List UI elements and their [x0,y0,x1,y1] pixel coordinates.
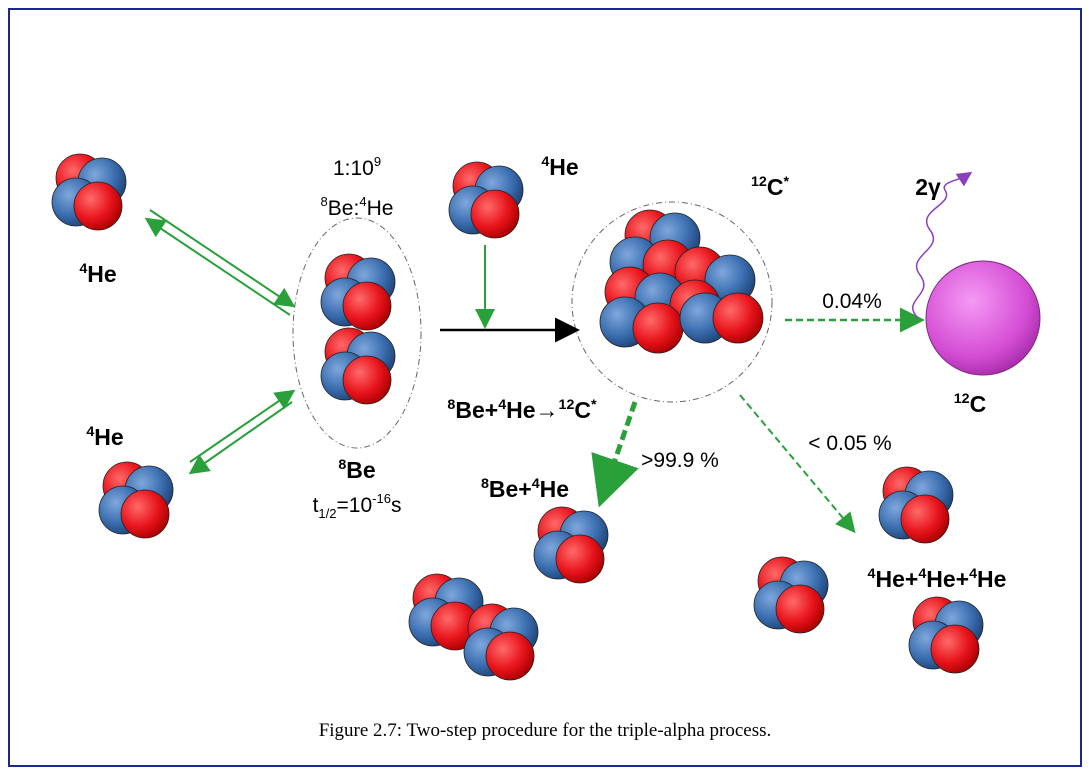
label-text: He [87,261,116,287]
proton [486,632,534,680]
arrow [150,210,292,305]
label-text: s [391,494,402,517]
label: 0.04% [822,290,882,313]
proton [931,625,979,673]
label-text: C [574,397,591,423]
label-sup: 8 [338,457,346,473]
label: 8Be:4He [321,194,394,220]
label-text: >99.9 % [641,449,719,472]
label-text: → [536,397,559,423]
label-text: He [367,197,394,220]
label-text: He+ [926,566,969,592]
label-sup: 9 [374,154,381,169]
proton [776,585,824,633]
label-sup: 8 [321,194,328,209]
proton [74,182,122,230]
label-text: 2γ [915,174,941,200]
proton [633,303,683,353]
label-sup: -16 [372,491,391,506]
label: 2γ [915,174,941,200]
label-sup: 4 [541,154,549,170]
c12-ground [926,261,1040,375]
label-sup: 8 [447,397,455,413]
label-sub: 1/2 [318,506,336,521]
arrow [148,220,290,315]
label-sup: 4 [868,566,876,582]
alpha-branch-arrow [740,395,853,530]
label-text: He [94,424,123,450]
back-branch-arrow [602,402,635,498]
label-text: C [767,174,784,200]
arrow [192,402,292,472]
label: t1/2=10-16s [313,491,402,521]
label: < 0.05 % [808,432,891,455]
label-text: He [540,476,569,502]
label-text: C [970,391,987,417]
label-text: 1:10 [333,157,374,180]
arrow [190,392,292,462]
label-sup: 4 [532,476,540,492]
figure: 4He 4He 1:109 8Be:4He 8Be t1/2=10-16s 4H… [0,0,1089,770]
label-sup: 12 [751,174,767,190]
label-sup: 4 [969,566,977,582]
label-text: He [506,397,535,423]
label-text: Be: [328,197,360,220]
label: 8Be+4He [481,476,569,502]
label: 4He [79,261,116,287]
label-text: 0.04% [822,290,882,313]
label-sup: 8 [481,476,489,492]
equilibrium-arrows [148,210,485,472]
label-text: He [549,154,578,180]
caption: Figure 2.7: Two-step procedure for the t… [319,720,772,741]
label-sup: 12 [559,397,575,413]
label-sup: * [591,397,597,413]
proton [121,490,169,538]
label-text: Be [346,457,375,483]
label-text: He [977,566,1006,592]
label-sup: 4 [918,566,926,582]
label: >99.9 % [641,449,719,472]
label-sup: 4 [79,261,87,277]
label: 4He+4He+4He [868,566,1007,592]
label-sup: 4 [86,424,94,440]
label: 12C [954,391,986,417]
label-sup: 12 [954,391,970,407]
label-text: < 0.05 % [808,432,891,455]
label-text: =10 [337,494,373,517]
proton [343,356,391,404]
label: 4He [541,154,578,180]
label: 12C* [751,174,789,200]
label: 8Be [338,457,375,483]
proton [556,535,604,583]
label: 4He [86,424,123,450]
label-text: Be+ [455,397,498,423]
label: 1:109 [333,154,381,180]
label-sup: 4 [359,194,366,209]
proton [343,282,391,330]
label-text: He+ [875,566,918,592]
label-text: Be+ [489,476,532,502]
label-sup: 4 [498,397,506,413]
proton [901,495,949,543]
proton [713,293,763,343]
label-sup: * [783,174,789,190]
proton [471,190,519,238]
label: 8Be+4He→12C* [447,397,597,423]
